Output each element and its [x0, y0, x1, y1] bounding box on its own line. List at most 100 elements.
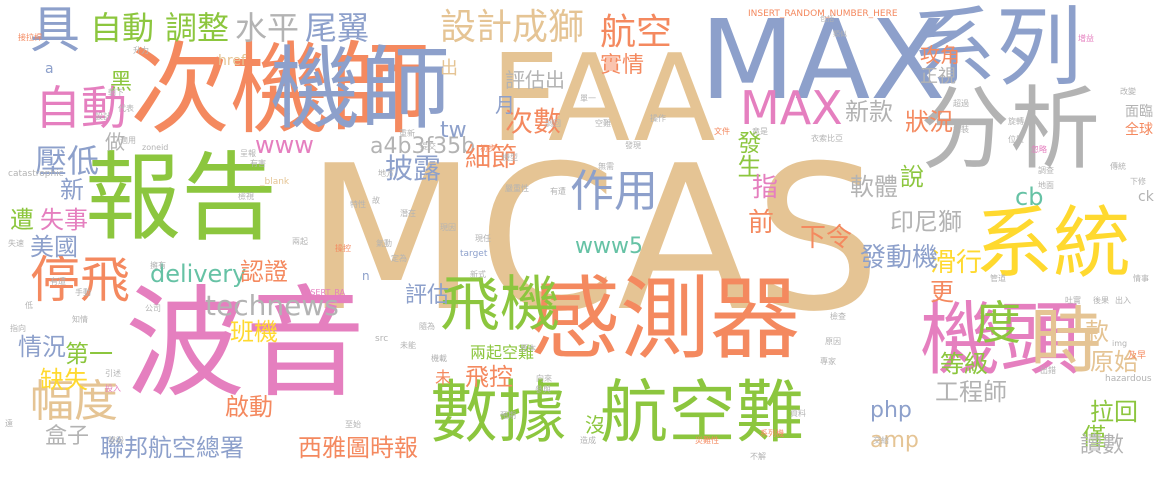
- cloud-word: 朝下: [108, 88, 124, 97]
- cloud-word: 重新: [399, 129, 415, 138]
- cloud-word: 引述: [105, 369, 121, 378]
- cloud-word: www5: [575, 234, 643, 259]
- cloud-word: 單一: [580, 94, 596, 103]
- cloud-word: 包括: [820, 15, 834, 23]
- cloud-word: 類似: [833, 30, 847, 38]
- cloud-word: cb: [1015, 183, 1044, 211]
- cloud-word: 作用: [570, 166, 658, 217]
- cloud-word: 遭: [10, 206, 34, 234]
- cloud-word: 檢視: [238, 192, 254, 201]
- cloud-word: 超過: [953, 99, 969, 108]
- cloud-word: 啟動: [225, 393, 273, 421]
- cloud-word: target: [460, 249, 488, 259]
- cloud-word: php: [870, 398, 912, 423]
- cloud-word: 第一: [65, 340, 113, 368]
- cloud-word: 情事: [1133, 274, 1149, 283]
- cloud-word: 黑: [110, 70, 133, 95]
- cloud-word: 原因: [825, 337, 841, 346]
- cloud-word: a4b3f35b: [370, 134, 476, 159]
- cloud-word: n: [362, 269, 370, 283]
- cloud-word: 未能: [400, 341, 416, 350]
- cloud-word: 評估: [405, 283, 450, 308]
- cloud-word: tw: [440, 118, 467, 143]
- cloud-word: 報告: [85, 142, 277, 254]
- cloud-word: 航空: [600, 12, 673, 53]
- cloud-word: 手動: [75, 288, 91, 297]
- cloud-word: 下修: [1130, 177, 1146, 186]
- cloud-word: zoneid: [142, 143, 169, 152]
- cloud-word: 忽略: [1031, 145, 1047, 154]
- cloud-word: MAX: [700, 0, 946, 124]
- cloud-word: 遠: [5, 419, 13, 428]
- cloud-word: 飛機: [440, 270, 560, 340]
- cloud-word: 氣動: [376, 239, 392, 248]
- cloud-word: 操控: [335, 244, 351, 253]
- cloud-word: 細節: [465, 143, 518, 173]
- cloud-word: 有害: [250, 159, 266, 168]
- cloud-word: INSERT_RANDOM_NUMBER_HERE: [748, 9, 898, 19]
- cloud-word: 操作: [650, 114, 666, 123]
- cloud-word: 現任: [475, 234, 491, 243]
- cloud-word: 月: [495, 93, 515, 117]
- cloud-word: 印尼獅: [890, 208, 962, 236]
- cloud-word: 現因: [440, 223, 456, 232]
- cloud-word: 全球: [1125, 122, 1153, 138]
- cloud-word: 至始: [345, 420, 361, 429]
- cloud-word: 不解: [750, 452, 766, 461]
- cloud-word: 檢查: [830, 312, 846, 321]
- cloud-word: 機載: [431, 354, 447, 363]
- cloud-word: 發生: [733, 130, 761, 178]
- cloud-word: 班機: [230, 318, 278, 346]
- cloud-word: 定為: [391, 254, 407, 263]
- cloud-word: 兩起: [292, 237, 308, 246]
- cloud-word: 系列機: [760, 429, 784, 438]
- cloud-word: 接拉桿: [18, 33, 42, 42]
- cloud-word: 做: [105, 130, 125, 154]
- cloud-word: 停飛: [30, 251, 130, 309]
- cloud-word: 攻角: [920, 43, 960, 67]
- cloud-word: 兩起空難: [470, 343, 535, 362]
- cloud-word: 等級: [940, 350, 988, 378]
- cloud-word: href: [218, 53, 246, 69]
- cloud-word: 具: [30, 1, 80, 59]
- cloud-word: 參與: [535, 385, 551, 394]
- cloud-word: 更: [930, 278, 954, 306]
- cloud-word: _blank: [260, 177, 290, 187]
- cloud-word: 次機師: [130, 31, 430, 148]
- cloud-word: 代表: [118, 104, 134, 113]
- cloud-word: 自動: [90, 9, 155, 47]
- cloud-word: 披露: [385, 152, 442, 185]
- cloud-word: 預期: [500, 411, 516, 420]
- cloud-word: 西雅圖時報: [298, 434, 418, 462]
- cloud-word: amp: [870, 428, 919, 453]
- cloud-word: 軟體: [850, 173, 898, 201]
- cloud-word: 吐實: [1065, 296, 1081, 305]
- cloud-word: 傳統: [1110, 162, 1126, 171]
- cloud-word: 讀數: [1080, 433, 1125, 458]
- cloud-word: 時: [1030, 299, 1103, 383]
- cloud-word: 指: [752, 173, 779, 203]
- cloud-word: 升力: [133, 46, 149, 55]
- cloud-word: MAX: [740, 81, 843, 135]
- cloud-word: 低: [25, 301, 33, 310]
- cloud-word: 出入: [1115, 296, 1131, 305]
- cloud-word: 波音: [125, 275, 365, 414]
- cloud-word: 指向: [10, 324, 26, 333]
- cloud-word: 特性: [350, 200, 366, 209]
- cloud-word: 發動機: [860, 243, 939, 273]
- cloud-word: 空難: [595, 119, 611, 128]
- cloud-word: 感測器: [530, 267, 800, 372]
- cloud-word: 故: [372, 196, 380, 205]
- cloud-word: 管道: [990, 274, 1006, 283]
- cloud-word: 增益: [1078, 34, 1094, 43]
- cloud-word: 竟是: [752, 127, 768, 136]
- cloud-word: 專家: [820, 357, 836, 366]
- cloud-word: catastrophic: [8, 169, 64, 179]
- cloud-word: 幅度: [30, 376, 118, 427]
- cloud-word: 改變: [1120, 87, 1136, 96]
- cloud-word: 擁有: [150, 261, 166, 270]
- cloud-word: 交給: [873, 436, 889, 445]
- cloud-word: 新: [60, 176, 84, 204]
- cloud-word: 機師: [270, 37, 450, 142]
